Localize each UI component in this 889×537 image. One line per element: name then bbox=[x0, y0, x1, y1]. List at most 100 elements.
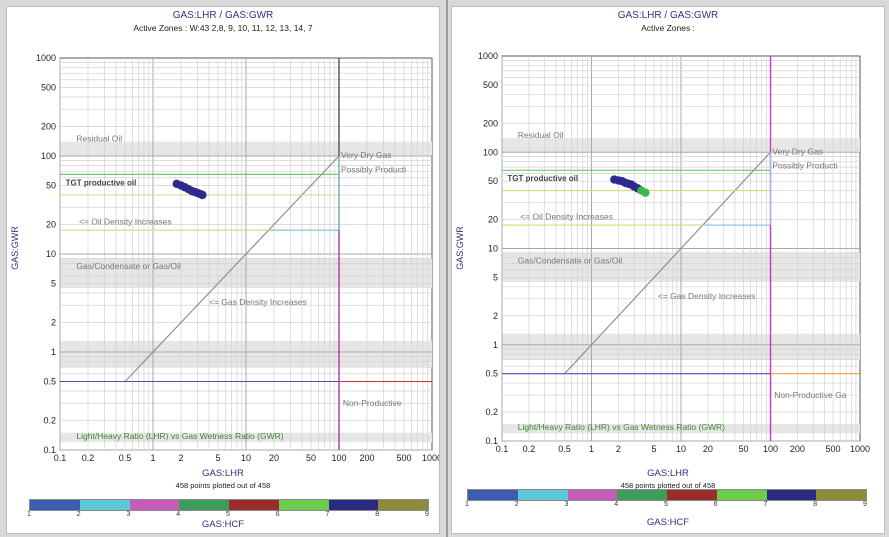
colorbar-tick: 2 bbox=[76, 511, 81, 518]
colorbar-tick: 7 bbox=[325, 511, 330, 518]
data-point bbox=[641, 188, 650, 197]
x-tick-label: 1 bbox=[589, 444, 594, 454]
colorbar-segment bbox=[816, 490, 866, 500]
colorbar-tick: 1 bbox=[27, 511, 31, 518]
x-tick-label: 20 bbox=[269, 453, 279, 463]
label-non-productive: Non-Productive bbox=[343, 398, 402, 408]
colorbar-tick: 6 bbox=[275, 511, 280, 518]
x-tick-label: 0.2 bbox=[523, 444, 536, 454]
y-tick-label: 2 bbox=[51, 317, 56, 327]
x-tick-label: 0.5 bbox=[558, 444, 571, 454]
reference-line bbox=[564, 151, 771, 375]
label-oil-density: <= Oil Density Increases bbox=[520, 212, 613, 222]
colorbar-label: GAS:HCF bbox=[646, 517, 690, 528]
y-tick-label: 50 bbox=[46, 181, 56, 191]
colorbar-tick: 9 bbox=[425, 511, 429, 518]
y-tick-label: 1 bbox=[51, 347, 56, 357]
x-tick-label: 1 bbox=[150, 453, 155, 463]
colorbar-ticks: 1 2 3 4 5 6 7 8 9 bbox=[27, 511, 429, 521]
label-gas-condensate: Gas/Condensate or Gas/Oil bbox=[518, 255, 623, 265]
x-tick-label: 500 bbox=[826, 444, 841, 454]
y-tick-label: 1 bbox=[493, 340, 498, 350]
colorbar-ticks: 1 2 3 4 5 6 7 8 9 bbox=[465, 501, 867, 511]
y-tick-label: 0.5 bbox=[485, 369, 498, 379]
y-tick-label: 50 bbox=[488, 176, 498, 186]
x-tick-label: 5 bbox=[652, 444, 657, 454]
colorbar-segment bbox=[79, 500, 130, 510]
colorbar-segment bbox=[517, 490, 568, 500]
x-tick-label: 2 bbox=[178, 453, 183, 463]
y-tick-label: 20 bbox=[46, 219, 56, 229]
y-tick-label: 100 bbox=[41, 151, 56, 161]
colorbar-tick: 6 bbox=[713, 501, 718, 508]
x-tick-label: 20 bbox=[703, 444, 713, 454]
x-tick-label: 50 bbox=[739, 444, 749, 454]
colorbar bbox=[467, 489, 867, 501]
colorbar-tick: 5 bbox=[226, 511, 230, 518]
y-tick-label: 20 bbox=[488, 215, 498, 225]
left-chart-panel: GAS:LHR / GAS:GWR Active Zones : W:43 2,… bbox=[6, 6, 440, 534]
label-non-productive: Non-Productive Ga bbox=[774, 390, 847, 400]
colorbar-segment bbox=[278, 500, 329, 510]
y-tick-label: 1000 bbox=[36, 53, 56, 63]
y-tick-label: 100 bbox=[483, 147, 498, 157]
colorbar-tick: 1 bbox=[465, 501, 469, 508]
panel-divider bbox=[446, 0, 448, 537]
colorbar-label: GAS:HCF bbox=[201, 519, 245, 530]
colorbar-segment bbox=[129, 500, 180, 510]
chart-subtitle: Active Zones : bbox=[641, 23, 695, 33]
x-tick-label: 100 bbox=[763, 444, 778, 454]
label-residual-oil: Residual Oil bbox=[76, 134, 122, 144]
x-tick-label: 200 bbox=[359, 453, 374, 463]
label-gas-density: <= Gas Density Increases bbox=[209, 297, 307, 307]
label-tgt-productive-oil: TGT productive oil bbox=[66, 179, 137, 188]
x-tick-label: 0.5 bbox=[119, 453, 132, 463]
colorbar-tick: 5 bbox=[664, 501, 668, 508]
x-axis-label: GAS:LHR bbox=[202, 468, 244, 479]
colorbar-segment bbox=[378, 500, 428, 510]
x-axis-label: GAS:LHR bbox=[647, 468, 689, 479]
points-count: 458 points plotted out of 458 bbox=[175, 481, 271, 490]
colorbar-segment bbox=[567, 490, 618, 500]
x-tick-label: 10 bbox=[676, 444, 686, 454]
colorbar-segment bbox=[667, 490, 717, 500]
right-chart-panel: GAS:LHR / GAS:GWR Active Zones : GAS:GWR… bbox=[451, 6, 885, 534]
y-tick-label: 0.1 bbox=[485, 436, 498, 446]
y-tick-label: 2 bbox=[493, 311, 498, 321]
label-chart-caption: Light/Heavy Ratio (LHR) vs Gas Wetness R… bbox=[76, 431, 283, 441]
colorbar-segment bbox=[30, 500, 80, 510]
colorbar-tick: 4 bbox=[614, 501, 619, 508]
y-tick-label: 10 bbox=[488, 244, 498, 254]
x-tick-label: 0.2 bbox=[82, 453, 95, 463]
y-tick-label: 0.1 bbox=[43, 445, 56, 455]
chart-subtitle: Active Zones : W:43 2,8, 9, 10, 11, 12, … bbox=[133, 23, 313, 33]
chart-title: GAS:LHR / GAS:GWR bbox=[172, 10, 274, 21]
colorbar-tick: 7 bbox=[763, 501, 768, 508]
x-tick-label: 1000 bbox=[850, 444, 870, 454]
x-tick-label: 500 bbox=[396, 453, 411, 463]
colorbar-segment bbox=[766, 490, 817, 500]
x-tick-label: 100 bbox=[331, 453, 346, 463]
gwr-lhr-plot[interactable]: 0.1 0.2 0.5 1 2 5 10 20 50 100 200 500 1000 0.1 0.2 0.5… bbox=[7, 37, 439, 467]
points-count: 458 points plotted out of 458 bbox=[620, 481, 716, 490]
colorbar-tick: 3 bbox=[126, 511, 131, 518]
x-tick-label: 1000 bbox=[422, 453, 439, 463]
x-tick-label: 50 bbox=[306, 453, 316, 463]
y-tick-label: 0.2 bbox=[485, 407, 498, 417]
y-tick-label: 200 bbox=[483, 118, 498, 128]
y-tick-label: 5 bbox=[51, 279, 56, 289]
chart-title: GAS:LHR / GAS:GWR bbox=[617, 10, 719, 21]
label-possibly-productive: Possibly Producti bbox=[772, 160, 837, 170]
x-tick-label: 5 bbox=[215, 453, 220, 463]
gwr-lhr-plot[interactable]: 0.1 0.2 0.5 1 2 5 10 20 50 100 200 500 1000 0.1 0.2 0.5… bbox=[452, 37, 884, 467]
x-tick-label: 0.1 bbox=[54, 453, 67, 463]
colorbar-segment bbox=[468, 490, 518, 500]
label-oil-density: <= Oil Density Increases bbox=[79, 216, 172, 226]
y-tick-label: 0.5 bbox=[43, 377, 56, 387]
y-tick-label: 200 bbox=[41, 121, 56, 131]
x-tick-label: 200 bbox=[790, 444, 805, 454]
label-residual-oil: Residual Oil bbox=[518, 130, 564, 140]
colorbar-tick: 2 bbox=[514, 501, 519, 508]
y-tick-label: 0.2 bbox=[43, 415, 56, 425]
colorbar bbox=[29, 499, 429, 511]
